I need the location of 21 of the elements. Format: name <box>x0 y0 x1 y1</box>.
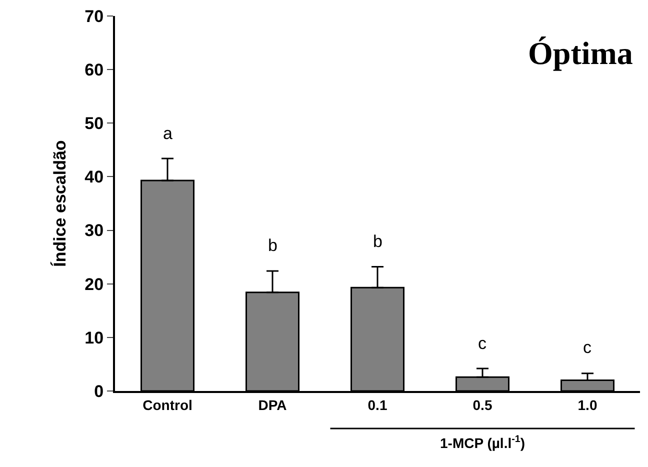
annotation: c <box>583 338 592 357</box>
x-tick-label: DPA <box>258 396 287 413</box>
annotation: a <box>163 124 173 143</box>
annotation: Óptima <box>528 35 633 71</box>
y-axis-title: Índice escaldão <box>50 140 70 267</box>
annotation: b <box>373 232 382 251</box>
x-tick-label: Control <box>142 396 192 413</box>
y-tick-label: 50 <box>84 114 104 134</box>
y-tick-label: 0 <box>94 382 104 401</box>
y-tick-label: 30 <box>84 221 104 240</box>
x-tick-label: 0.1 <box>368 396 388 413</box>
y-tick-label: 10 <box>84 328 104 348</box>
y-tick-label: 40 <box>84 168 104 187</box>
y-tick-label: 60 <box>84 60 104 80</box>
x-axis-title: 1-MCP (µl.l$^{-1}$) <box>440 434 525 451</box>
annotation: b <box>268 236 278 255</box>
x-tick-label: 1.0 <box>578 396 598 413</box>
y-tick-label: 70 <box>84 6 104 26</box>
y-tick-label: 20 <box>84 274 104 294</box>
annotation: c <box>478 334 487 353</box>
x-tick-label: 0.5 <box>472 396 492 413</box>
